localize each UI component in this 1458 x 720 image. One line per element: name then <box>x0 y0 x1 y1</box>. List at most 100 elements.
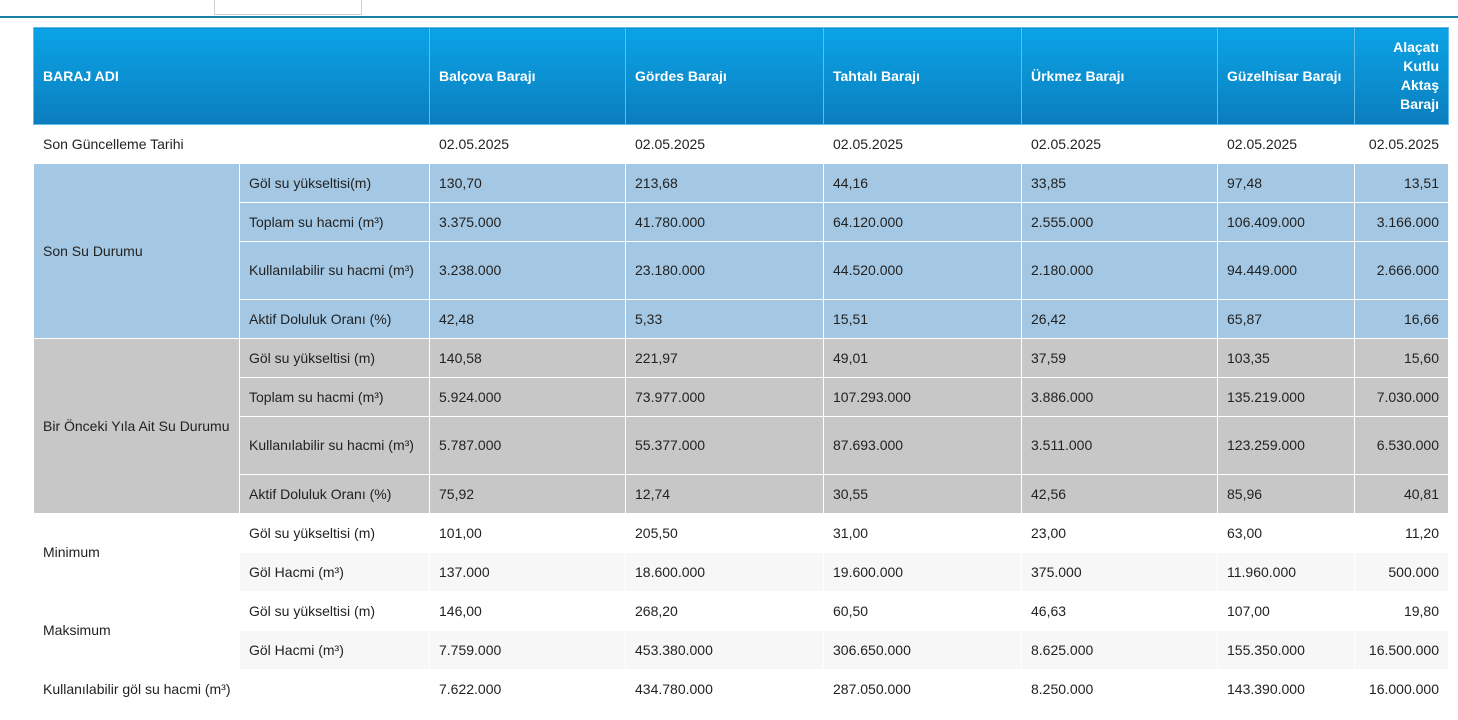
cell-value: 8.625.000 <box>1021 630 1218 670</box>
table-row: Göl Hacmi (m³) 137.000 18.600.000 19.600… <box>34 552 1449 592</box>
group-label-previous: Bir Önceki Yıla Ait Su Durumu <box>33 338 240 514</box>
cell-value: 02.05.2025 <box>1354 124 1449 164</box>
cell-value: 44,16 <box>823 163 1022 203</box>
header-dam-name: BARAJ ADI <box>33 27 430 125</box>
cell-value: 02.05.2025 <box>1021 124 1218 164</box>
sub-label: Göl Hacmi (m³) <box>239 552 430 592</box>
cell-value: 5,33 <box>625 299 824 339</box>
sub-label: Göl su yükseltisi(m) <box>239 163 430 203</box>
header-dam: Gördes Barajı <box>625 27 824 125</box>
table-row-usable-total: Kullanılabilir göl su hacmi (m³) 7.622.0… <box>33 669 1449 709</box>
cell-value: 31,00 <box>823 513 1022 553</box>
header-dam: Güzelhisar Barajı <box>1217 27 1355 125</box>
cell-value: 44.520.000 <box>823 241 1022 300</box>
cell-value: 02.05.2025 <box>823 124 1022 164</box>
cell-value: 19,80 <box>1354 591 1449 631</box>
row-label: Kullanılabilir göl su hacmi (m³) <box>33 669 430 709</box>
cell-value: 85,96 <box>1217 474 1355 514</box>
cell-value: 155.350.000 <box>1217 630 1355 670</box>
cell-value: 42,48 <box>429 299 626 339</box>
cell-value: 26,42 <box>1021 299 1218 339</box>
cell-value: 16.500.000 <box>1354 630 1449 670</box>
cell-value: 123.259.000 <box>1217 416 1355 475</box>
cell-value: 143.390.000 <box>1217 669 1355 709</box>
cell-value: 287.050.000 <box>823 669 1022 709</box>
cell-value: 2.666.000 <box>1354 241 1449 300</box>
cell-value: 55.377.000 <box>625 416 824 475</box>
cell-value: 16.000.000 <box>1354 669 1449 709</box>
filter-select-box[interactable] <box>214 0 362 15</box>
cell-value: 40,81 <box>1354 474 1449 514</box>
sub-label: Toplam su hacmi (m³) <box>239 377 430 417</box>
cell-value: 2.180.000 <box>1021 241 1218 300</box>
cell-value: 500.000 <box>1354 552 1449 592</box>
cell-value: 137.000 <box>429 552 626 592</box>
cell-value: 8.250.000 <box>1021 669 1218 709</box>
cell-value: 213,68 <box>625 163 824 203</box>
cell-value: 453.380.000 <box>625 630 824 670</box>
cell-value: 7.622.000 <box>429 669 626 709</box>
table-header-row: BARAJ ADI Balçova Barajı Gördes Barajı T… <box>33 27 1449 125</box>
header-dam: Tahtalı Barajı <box>823 27 1022 125</box>
table-row: Kullanılabilir su hacmi (m³) 5.787.000 5… <box>34 416 1449 475</box>
cell-value: 434.780.000 <box>625 669 824 709</box>
cell-value: 306.650.000 <box>823 630 1022 670</box>
table-row: Son Su Durumu Göl su yükseltisi(m) 130,7… <box>33 163 1449 339</box>
group-label-current: Son Su Durumu <box>33 163 240 339</box>
table-row: Toplam su hacmi (m³) 3.375.000 41.780.00… <box>34 202 1449 242</box>
cell-value: 02.05.2025 <box>625 124 824 164</box>
sub-label: Göl su yükseltisi (m) <box>239 591 430 631</box>
table-row-update-date: Son Güncelleme Tarihi 02.05.2025 02.05.2… <box>33 124 1449 164</box>
dam-status-table: BARAJ ADI Balçova Barajı Gördes Barajı T… <box>33 27 1449 709</box>
cell-value: 375.000 <box>1021 552 1218 592</box>
cell-value: 2.555.000 <box>1021 202 1218 242</box>
table-row: Kullanılabilir su hacmi (m³) 3.238.000 2… <box>34 241 1449 300</box>
cell-value: 135.219.000 <box>1217 377 1355 417</box>
header-dam: Ürkmez Barajı <box>1021 27 1218 125</box>
header-dam: Balçova Barajı <box>429 27 626 125</box>
sub-label: Göl su yükseltisi (m) <box>239 513 430 553</box>
cell-value: 205,50 <box>625 513 824 553</box>
sub-label: Aktif Doluluk Oranı (%) <box>239 474 430 514</box>
table-row: Bir Önceki Yıla Ait Su Durumu Göl su yük… <box>33 338 1449 514</box>
sub-label: Göl su yükseltisi (m) <box>239 338 430 378</box>
table-row: Minimum Göl su yükseltisi (m) 101,00 205… <box>33 513 1449 592</box>
table-row: Aktif Doluluk Oranı (%) 42,48 5,33 15,51… <box>34 299 1449 339</box>
cell-value: 3.238.000 <box>429 241 626 300</box>
cell-value: 75,92 <box>429 474 626 514</box>
cell-value: 5.924.000 <box>429 377 626 417</box>
cell-value: 11,20 <box>1354 513 1449 553</box>
cell-value: 140,58 <box>429 338 626 378</box>
cell-value: 11.960.000 <box>1217 552 1355 592</box>
sub-label: Toplam su hacmi (m³) <box>239 202 430 242</box>
group-label-maximum: Maksimum <box>33 591 240 670</box>
cell-value: 18.600.000 <box>625 552 824 592</box>
cell-value: 37,59 <box>1021 338 1218 378</box>
cell-value: 46,63 <box>1021 591 1218 631</box>
cell-value: 30,55 <box>823 474 1022 514</box>
cell-value: 87.693.000 <box>823 416 1022 475</box>
cell-value: 42,56 <box>1021 474 1218 514</box>
cell-value: 97,48 <box>1217 163 1355 203</box>
cell-value: 41.780.000 <box>625 202 824 242</box>
cell-value: 107.293.000 <box>823 377 1022 417</box>
cell-value: 73.977.000 <box>625 377 824 417</box>
cell-value: 19.600.000 <box>823 552 1022 592</box>
cell-value: 13,51 <box>1354 163 1449 203</box>
sub-label: Kullanılabilir su hacmi (m³) <box>239 241 430 300</box>
cell-value: 16,66 <box>1354 299 1449 339</box>
cell-value: 103,35 <box>1217 338 1355 378</box>
sub-label: Göl Hacmi (m³) <box>239 630 430 670</box>
table-row: Maksimum Göl su yükseltisi (m) 146,00 26… <box>33 591 1449 670</box>
cell-value: 02.05.2025 <box>1217 124 1355 164</box>
cell-value: 12,74 <box>625 474 824 514</box>
cell-value: 146,00 <box>429 591 626 631</box>
cell-value: 268,20 <box>625 591 824 631</box>
cell-value: 23,00 <box>1021 513 1218 553</box>
cell-value: 3.166.000 <box>1354 202 1449 242</box>
cell-value: 130,70 <box>429 163 626 203</box>
sub-label: Aktif Doluluk Oranı (%) <box>239 299 430 339</box>
cell-value: 107,00 <box>1217 591 1355 631</box>
cell-value: 60,50 <box>823 591 1022 631</box>
top-filter-strip <box>0 0 1458 18</box>
